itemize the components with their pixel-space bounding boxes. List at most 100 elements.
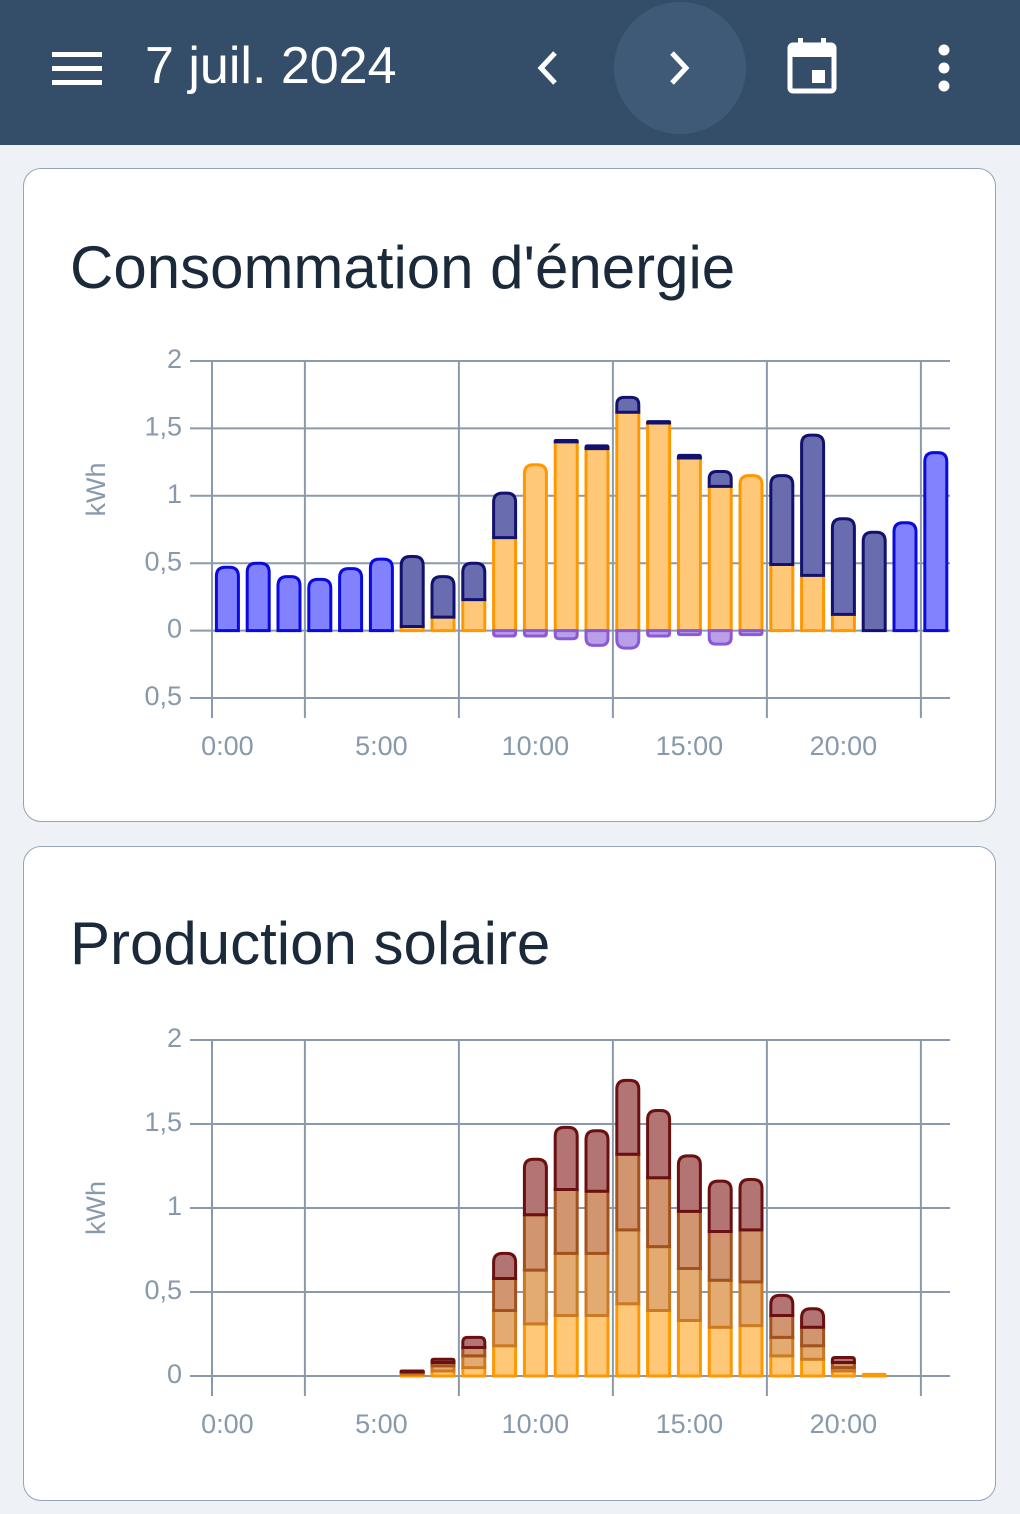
solar-card: Production solaire <box>23 846 996 1501</box>
y-tick-label: 0,5 <box>144 546 182 576</box>
bar-segment <box>738 474 764 633</box>
bar-segment <box>643 626 674 638</box>
y-axis-label: kWh <box>81 463 111 517</box>
bar-segment <box>522 1157 548 1217</box>
bar-segment <box>800 1325 826 1348</box>
bar-segment <box>923 451 949 633</box>
x-tick-label: 15:00 <box>656 731 724 761</box>
bar-segment <box>615 1078 641 1156</box>
bar-segment <box>461 598 487 633</box>
bar-segment <box>707 1278 733 1329</box>
bar-segment <box>245 561 271 633</box>
bar-segment <box>553 1188 579 1255</box>
bar-segment <box>800 573 826 633</box>
bar-segment <box>769 1335 795 1358</box>
calendar-button[interactable] <box>784 36 840 96</box>
bar-segment <box>522 1213 548 1272</box>
bar-segment <box>646 1308 673 1378</box>
bar-segment <box>675 1154 703 1213</box>
x-tick-label: 5:00 <box>355 1409 408 1439</box>
bar-segment <box>276 575 302 633</box>
menu-button[interactable] <box>50 48 104 88</box>
bar-segment <box>707 484 733 633</box>
bar-segment <box>461 1354 487 1370</box>
y-tick-label: 1,5 <box>144 412 182 442</box>
bar-segment <box>522 629 548 638</box>
bar-segment <box>492 1251 518 1281</box>
bar-segment <box>830 517 856 616</box>
bar-segment <box>800 433 826 577</box>
bar-segment <box>769 563 795 635</box>
bar-segment <box>492 1277 518 1312</box>
y-tick-label: 0,5 <box>144 681 182 711</box>
bar-segment <box>646 420 672 635</box>
bar-segment <box>769 474 795 567</box>
previous-button[interactable] <box>525 45 571 91</box>
y-tick-label: 0,5 <box>144 1275 182 1305</box>
x-tick-label: 15:00 <box>656 1409 724 1439</box>
bar-segment <box>769 1293 795 1318</box>
bar-segment <box>646 1245 672 1312</box>
card-title: Production solaire <box>70 910 551 977</box>
bar-segment <box>676 626 702 637</box>
bar-segment <box>214 565 240 633</box>
bar-segment <box>676 1209 702 1270</box>
bar-segment <box>584 1129 610 1193</box>
bar-segment <box>800 1357 826 1378</box>
x-tick-label: 10:00 <box>502 731 570 761</box>
bar-segment <box>615 1152 641 1232</box>
bar-segment <box>553 1314 579 1378</box>
bar-segment <box>430 1357 456 1365</box>
more-button[interactable] <box>930 44 958 94</box>
y-tick-label: 1,5 <box>144 1107 182 1137</box>
date-title: 7 juil. 2024 <box>145 37 397 95</box>
bar-segment <box>800 1344 826 1361</box>
bar-segment <box>737 1177 764 1232</box>
next-button[interactable] <box>614 2 746 134</box>
bar-segment <box>828 612 856 635</box>
bar-segment <box>800 1307 826 1329</box>
bar-segment <box>461 561 487 602</box>
bar-segment <box>738 1228 764 1284</box>
bar-segment <box>584 444 610 451</box>
x-tick-label: 10:00 <box>502 1409 570 1439</box>
bar-segment <box>583 1251 610 1318</box>
bar-segment <box>830 1356 856 1365</box>
bar-segment <box>707 1230 733 1282</box>
bar-segment <box>338 567 364 633</box>
bar-segment <box>553 440 579 633</box>
bar-segment <box>430 575 456 619</box>
bar-segment <box>615 395 641 414</box>
bar-segment <box>707 1179 733 1234</box>
app-bar: 7 juil. 2024 <box>0 0 1020 145</box>
bar-segment <box>738 629 764 637</box>
x-tick-label: 0:00 <box>201 731 254 761</box>
y-axis-label: kWh <box>81 1181 111 1235</box>
bar-segment <box>583 1314 610 1378</box>
bar-segment <box>492 491 518 540</box>
y-tick-label: 0 <box>167 1359 182 1389</box>
bar-segment <box>615 629 641 650</box>
bar-segment <box>553 1125 579 1192</box>
bar-segment <box>737 1324 764 1378</box>
bar-segment <box>584 629 610 647</box>
x-tick-label: 0:00 <box>201 1409 254 1439</box>
card-title: Consommation d'énergie <box>70 234 736 301</box>
bar-segment <box>675 1319 702 1378</box>
bar-segment <box>676 456 705 633</box>
bar-segment <box>399 1369 425 1374</box>
x-tick-label: 5:00 <box>355 731 408 761</box>
bar-segment <box>492 1308 518 1348</box>
bar-segment <box>584 446 610 633</box>
bar-segment <box>738 1280 764 1328</box>
bar-segment <box>615 410 641 633</box>
bar-segment <box>520 463 548 633</box>
bar-segment <box>707 470 733 488</box>
bar-segment <box>461 1335 487 1349</box>
y-tick-label: 0 <box>167 614 182 644</box>
bar-segment <box>583 1189 610 1255</box>
bar-segment <box>615 1302 641 1378</box>
bar-segment <box>707 1325 733 1378</box>
